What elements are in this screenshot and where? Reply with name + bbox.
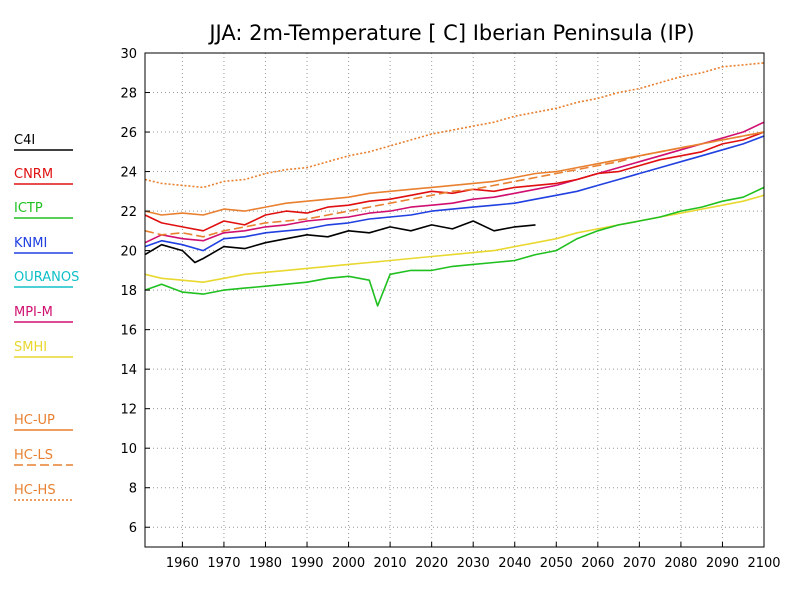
x-tick-label: 2060	[581, 556, 614, 571]
legend-label-knmi: KNMI	[14, 236, 47, 251]
legend-label-mpi-m: MPI-M	[14, 305, 53, 320]
y-tick-label: 14	[120, 363, 137, 378]
x-tick-label: 2030	[457, 556, 490, 571]
series-line-mpi-m	[144, 121, 765, 244]
legend-label-ouranos: OURANOS	[14, 270, 79, 285]
y-tick-label: 28	[120, 87, 137, 102]
legend-label-hc-ls: HC-LS	[14, 448, 53, 463]
y-tick-label: 26	[120, 126, 137, 141]
legend-label-hc-hs: HC-HS	[14, 483, 56, 498]
x-tick-label: 2070	[623, 556, 656, 571]
series-line-hc-hs	[144, 62, 765, 189]
y-tick-label: 16	[120, 324, 137, 339]
series-line-knmi	[144, 135, 765, 252]
y-tick-label: 24	[120, 166, 137, 181]
legend-label-ictp: ICTP	[14, 201, 43, 216]
y-tick-label: 6	[129, 521, 137, 536]
y-tick-label: 12	[120, 403, 137, 418]
legend-label-hc-up: HC-UP	[14, 413, 55, 428]
x-tick-label: 1980	[249, 556, 282, 571]
series-line-c4i	[144, 220, 536, 264]
grid	[145, 53, 764, 547]
x-tick-label: 2020	[415, 556, 448, 571]
y-tick-label: 8	[129, 482, 137, 497]
plot-frame	[144, 52, 765, 548]
legend-label-smhi: SMHI	[14, 340, 47, 355]
series-line-cnrm	[144, 131, 765, 232]
x-tick-label: 1970	[207, 556, 240, 571]
legend: C4I CNRM ICTP KNMI OURANOS MPI-M SMHI HC-UP HC-L…	[14, 133, 79, 501]
legend-label-cnrm: CNRM	[14, 167, 53, 182]
x-tick-label: 2040	[498, 556, 531, 571]
x-tick-label: 2000	[332, 556, 365, 571]
x-tick-label: 2090	[706, 556, 739, 571]
chart-title: JJA: 2m-Temperature [ C] Iberian Peninsu…	[207, 21, 694, 45]
y-tick-label: 18	[120, 284, 137, 299]
x-tick-label: 2100	[747, 556, 780, 571]
series-lines	[144, 62, 765, 307]
x-tick-label: 1990	[290, 556, 323, 571]
y-tick-label: 22	[120, 205, 137, 220]
y-tick-label: 20	[120, 245, 137, 260]
y-tick-label: 10	[120, 442, 137, 457]
x-tick-label: 2080	[664, 556, 697, 571]
x-tick-label: 2010	[374, 556, 407, 571]
x-tick-label: 2050	[540, 556, 573, 571]
axis-ticks: 1960 1970 1980 1990 2000 2010 2020 2030 2040 2050…	[120, 47, 780, 571]
series-line-hc-up	[144, 131, 765, 216]
series-line-ictp	[144, 186, 765, 307]
y-tick-label: 30	[120, 47, 137, 62]
legend-label-c4i: C4I	[14, 133, 35, 148]
x-tick-label: 1960	[166, 556, 199, 571]
